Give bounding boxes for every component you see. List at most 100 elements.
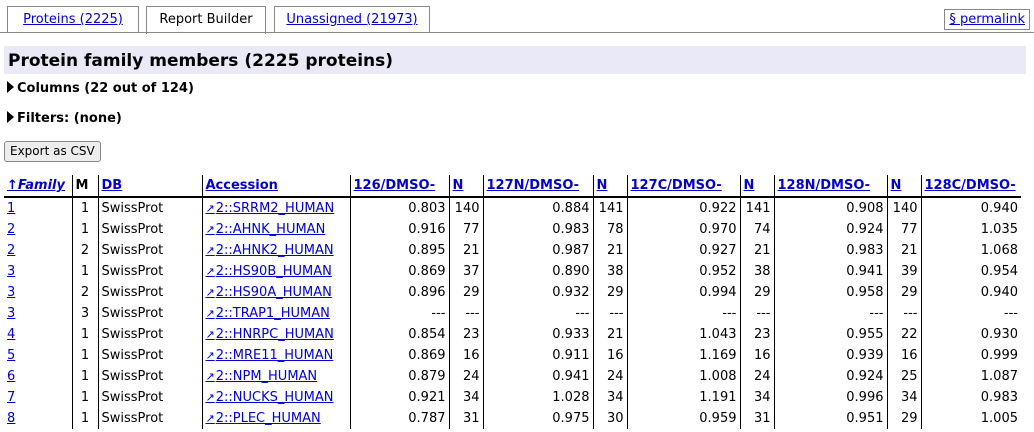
accession-link[interactable]: ↗2::NPM_HUMAN: [206, 369, 318, 384]
table-row: 3 2 SwissProt ↗2::HS90A_HUMAN 0.896 29 0.932 29…: [4, 282, 1021, 303]
tab-report-builder[interactable]: Report Builder: [146, 6, 266, 34]
accession-link[interactable]: ↗2::HS90A_HUMAN: [206, 285, 332, 300]
header-n[interactable]: N: [886, 175, 921, 198]
export-csv-button[interactable]: Export as CSV: [4, 141, 101, 162]
family-link[interactable]: 5: [7, 348, 16, 363]
ratio-126-cell: 0.869: [349, 345, 449, 366]
header-n[interactable]: N: [592, 175, 627, 198]
sort-126-link[interactable]: 126/DMSO-: [353, 178, 436, 193]
n-cell: 37: [448, 261, 483, 282]
sort-db-link[interactable]: DB: [101, 178, 123, 193]
filters-toggle[interactable]: Filters: (none): [7, 111, 122, 126]
ratio-128c-cell: 1.068: [920, 240, 1021, 261]
accession-cell[interactable]: ↗2::PLEC_HUMAN: [201, 408, 350, 429]
family-cell[interactable]: 4: [4, 324, 72, 345]
family-link[interactable]: 2: [7, 222, 16, 237]
family-link[interactable]: 6: [7, 369, 16, 384]
table-row: 1 1 SwissProt ↗2::SRRM2_HUMAN 0.803 140 0.884 1…: [4, 197, 1021, 219]
tab-unassigned-link[interactable]: Unassigned (21973): [286, 12, 418, 27]
family-cell[interactable]: 1: [4, 197, 72, 219]
tab-proteins[interactable]: Proteins (2225): [7, 6, 139, 32]
accession-cell[interactable]: ↗2::HNRPC_HUMAN: [201, 324, 350, 345]
accession-cell[interactable]: ↗2::TRAP1_HUMAN: [201, 303, 350, 324]
n-cell: 24: [739, 366, 774, 387]
family-link[interactable]: 3: [7, 285, 16, 300]
header-db[interactable]: DB: [97, 175, 202, 198]
family-cell[interactable]: 7: [4, 387, 72, 408]
n-cell: 21: [448, 240, 483, 261]
accession-link[interactable]: ↗2::AHNK2_HUMAN: [206, 243, 334, 258]
ratio-127c-cell: 0.952: [626, 261, 740, 282]
n-cell: 29: [448, 282, 483, 303]
n-cell: 21: [739, 240, 774, 261]
family-link[interactable]: 2: [7, 243, 16, 258]
family-link[interactable]: 3: [7, 306, 16, 321]
family-cell[interactable]: 6: [4, 366, 72, 387]
tab-unassigned[interactable]: Unassigned (21973): [274, 6, 430, 32]
accession-link[interactable]: ↗2::MRE11_HUMAN: [206, 348, 334, 363]
n-cell: 16: [448, 345, 483, 366]
ratio-127c-cell: 0.994: [626, 282, 740, 303]
sort-128n-link[interactable]: 128N/DMSO-: [777, 178, 871, 193]
header-family[interactable]: ↑Family: [4, 175, 72, 198]
sort-n-link[interactable]: N: [452, 178, 464, 193]
family-link[interactable]: 1: [7, 201, 16, 216]
sort-n-link[interactable]: N: [890, 178, 902, 193]
tab-proteins-link[interactable]: Proteins (2225): [23, 12, 123, 27]
m-cell: 1: [71, 408, 98, 429]
accession-link[interactable]: ↗2::NUCKS_HUMAN: [206, 390, 334, 405]
accession-cell[interactable]: ↗2::AHNK2_HUMAN: [201, 240, 350, 261]
n-cell: 77: [886, 219, 921, 240]
family-link[interactable]: 8: [7, 411, 16, 426]
sort-accession-link[interactable]: Accession: [205, 178, 278, 193]
header-n[interactable]: N: [739, 175, 774, 198]
permalink-link[interactable]: § permalink: [944, 9, 1030, 30]
n-cell: 21: [592, 324, 627, 345]
sort-127c-link[interactable]: 127C/DMSO-: [630, 178, 722, 193]
ratio-126-cell: 0.854: [349, 324, 449, 345]
accession-cell[interactable]: ↗2::NUCKS_HUMAN: [201, 387, 350, 408]
accession-link[interactable]: ↗2::TRAP1_HUMAN: [206, 306, 330, 321]
accession-cell[interactable]: ↗2::AHNK_HUMAN: [201, 219, 350, 240]
accession-cell[interactable]: ↗2::HS90B_HUMAN: [201, 261, 350, 282]
sort-128c-link[interactable]: 128C/DMSO-: [924, 178, 1016, 193]
columns-toggle[interactable]: Columns (22 out of 124): [7, 81, 194, 96]
header-n[interactable]: N: [448, 175, 483, 198]
n-cell: 38: [739, 261, 774, 282]
accession-link[interactable]: ↗2::AHNK_HUMAN: [206, 222, 326, 237]
accession-link[interactable]: ↗2::SRRM2_HUMAN: [206, 201, 335, 216]
family-cell[interactable]: 3: [4, 261, 72, 282]
family-link[interactable]: 3: [7, 264, 16, 279]
family-cell[interactable]: 2: [4, 240, 72, 261]
header-126[interactable]: 126/DMSO-: [349, 175, 449, 198]
header-128c[interactable]: 128C/DMSO-: [920, 175, 1021, 198]
header-accession[interactable]: Accession: [201, 175, 350, 198]
header-127c[interactable]: 127C/DMSO-: [626, 175, 740, 198]
family-cell[interactable]: 8: [4, 408, 72, 429]
sort-127n-link[interactable]: 127N/DMSO-: [486, 178, 580, 193]
accession-cell[interactable]: ↗2::SRRM2_HUMAN: [201, 197, 350, 219]
family-cell[interactable]: 3: [4, 282, 72, 303]
n-cell: 31: [448, 408, 483, 429]
accession-cell[interactable]: ↗2::MRE11_HUMAN: [201, 345, 350, 366]
ratio-128c-cell: 1.035: [920, 219, 1021, 240]
header-128n[interactable]: 128N/DMSO-: [773, 175, 887, 198]
family-link[interactable]: 7: [7, 390, 16, 405]
accession-link[interactable]: ↗2::HNRPC_HUMAN: [206, 327, 334, 342]
table-row: 3 3 SwissProt ↗2::TRAP1_HUMAN --- --- --- --- --…: [4, 303, 1021, 324]
accession-link[interactable]: ↗2::HS90B_HUMAN: [206, 264, 332, 279]
accession-text: 2::HNRPC_HUMAN: [215, 327, 334, 342]
sort-n-link[interactable]: N: [596, 178, 608, 193]
accession-cell[interactable]: ↗2::NPM_HUMAN: [201, 366, 350, 387]
accession-link[interactable]: ↗2::PLEC_HUMAN: [206, 411, 321, 426]
family-cell[interactable]: 2: [4, 219, 72, 240]
family-cell[interactable]: 5: [4, 345, 72, 366]
family-cell[interactable]: 3: [4, 303, 72, 324]
header-127n[interactable]: 127N/DMSO-: [482, 175, 593, 198]
sort-n-link[interactable]: N: [743, 178, 755, 193]
sort-family-link[interactable]: ↑Family: [7, 178, 65, 193]
family-link[interactable]: 4: [7, 327, 16, 342]
ratio-127n-cell: 0.975: [482, 408, 593, 429]
m-cell: 1: [71, 345, 98, 366]
accession-cell[interactable]: ↗2::HS90A_HUMAN: [201, 282, 350, 303]
